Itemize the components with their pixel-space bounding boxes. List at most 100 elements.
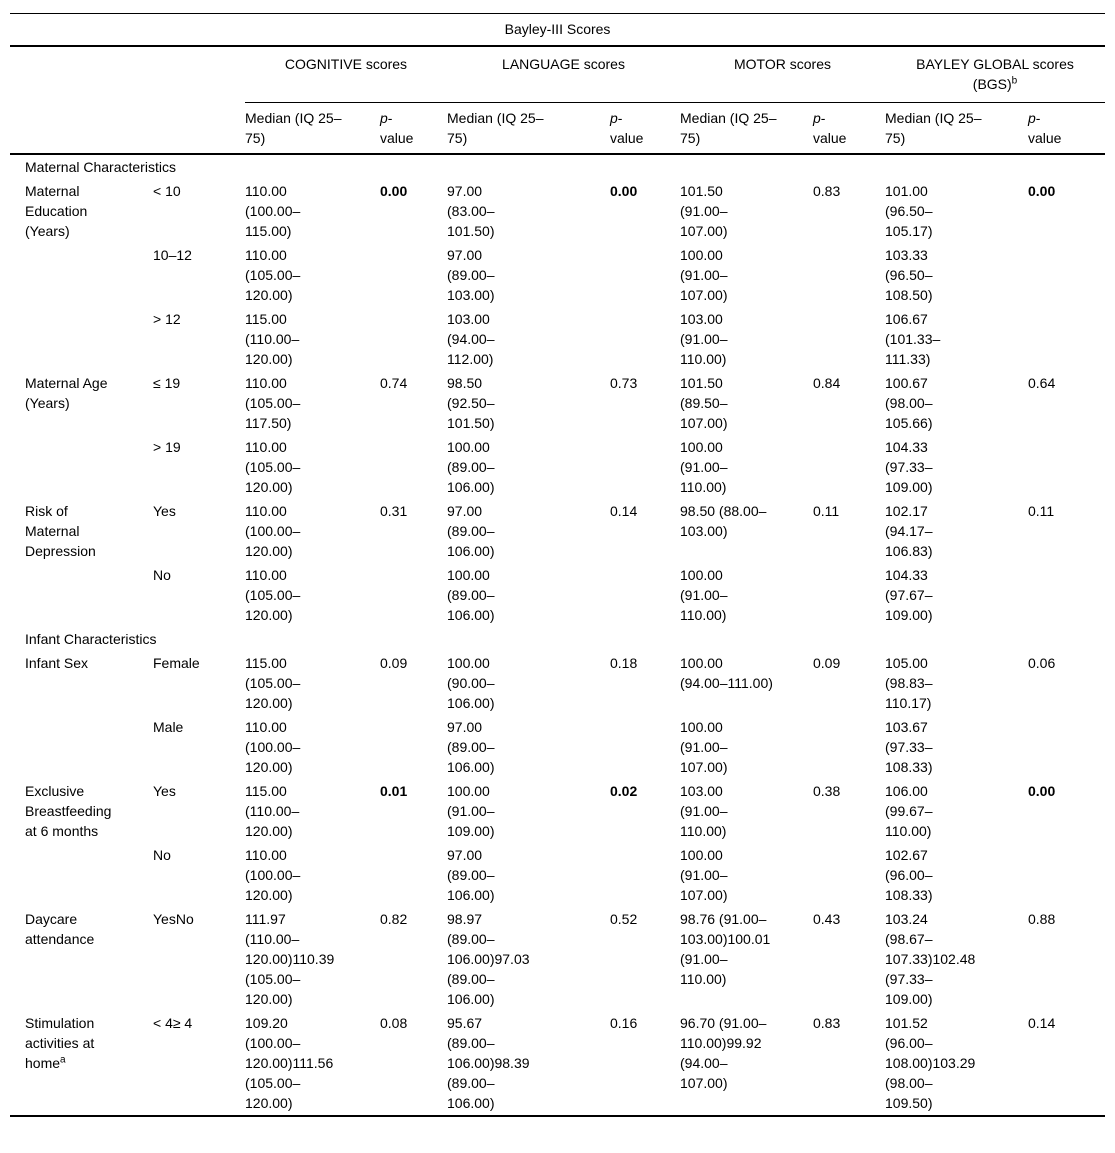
p-value: 0.18	[610, 655, 638, 671]
p-value: 0.38	[813, 783, 841, 799]
p-value: 0.82	[380, 911, 408, 927]
p-cell-bayley-global	[1028, 563, 1105, 627]
median-cell-motor: 100.00 (94.00–111.00)	[680, 651, 813, 715]
p-header-bayley-global: p-value	[1028, 102, 1106, 155]
median-value: 110.00 (100.00–120.00)	[245, 847, 301, 903]
p-cell-bayley-global: 0.88	[1028, 907, 1105, 1011]
p-cell-cognitive	[380, 243, 447, 307]
characteristic-text: Daycare attendance	[25, 911, 95, 947]
category-cell: 10–12	[153, 247, 192, 263]
p-cell-language	[610, 843, 680, 907]
median-cell-motor: 98.76 (91.00–103.00)100.01 (91.00–110.00…	[680, 907, 813, 1011]
group-header-language: LANGUAGE scores	[447, 46, 680, 103]
p-cell-bayley-global: 0.64	[1028, 371, 1105, 435]
group-header-row: COGNITIVE scores LANGUAGE scores MOTOR s…	[10, 46, 1106, 103]
table-row: No 110.00 (105.00–120.00) 100.00 (89.00–…	[10, 563, 1105, 627]
p-italic: p	[380, 110, 388, 126]
median-cell-language: 100.00 (90.00–106.00)	[447, 651, 610, 715]
p-cell-cognitive: 0.74	[380, 371, 447, 435]
median-cell-language: 100.00 (89.00–106.00)	[447, 435, 610, 499]
p-value: 0.88	[1028, 911, 1056, 927]
characteristic-cell: Daycare attendance	[10, 907, 153, 1011]
median-value: 102.17 (94.17–106.83)	[885, 503, 933, 559]
p-cell-motor	[813, 435, 885, 499]
p-cell-cognitive	[380, 435, 447, 499]
median-cell-motor: 101.50 (89.50–107.00)	[680, 371, 813, 435]
median-value: 97.00 (89.00–106.00)	[447, 847, 495, 903]
median-value: 100.00 (89.00–106.00)	[447, 567, 495, 623]
p-cell-language	[610, 243, 680, 307]
p-header-language: p-value	[610, 102, 680, 155]
characteristic-text: Maternal Education (Years)	[25, 183, 88, 239]
stub-spacer	[10, 102, 245, 155]
median-cell-language: 95.67 (89.00–106.00)98.39 (89.00–106.00)	[447, 1011, 610, 1116]
footnote-marker: a	[60, 1054, 66, 1066]
characteristic-cell: Stimulation activities at homea	[10, 1011, 153, 1116]
p-cell-motor: 0.83	[813, 1011, 885, 1116]
p-cell-language: 0.52	[610, 907, 680, 1011]
p-cell-language: 0.16	[610, 1011, 680, 1116]
median-cell-bayley-global: 104.33 (97.33–109.00)	[885, 435, 1028, 499]
category-cell: No	[153, 847, 171, 863]
group-label-text: BAYLEY GLOBAL scores (BGS)	[916, 56, 1074, 92]
p-cell-motor: 0.83	[813, 179, 885, 243]
median-value: 100.00 (91.00–107.00)	[680, 719, 728, 775]
p-cell-bayley-global: 0.00	[1028, 779, 1105, 843]
section-row: Infant Characteristics	[10, 627, 1105, 651]
p-cell-language	[610, 435, 680, 499]
p-value: 0.02	[610, 783, 638, 799]
characteristic-label: Daycare attendance	[25, 909, 125, 949]
p-cell-bayley-global	[1028, 715, 1105, 779]
characteristic-label: Exclusive Breastfeeding at 6 months	[25, 781, 125, 841]
median-value: 101.52 (96.00–108.00)103.29 (98.00–109.5…	[885, 1015, 976, 1111]
p-cell-language	[610, 563, 680, 627]
median-cell-cognitive: 115.00 (105.00–120.00)	[245, 651, 380, 715]
group-label: BAYLEY GLOBAL scores (BGS)b	[905, 54, 1085, 94]
median-value: 100.00 (91.00–107.00)	[680, 247, 728, 303]
p-value: 0.11	[813, 503, 840, 519]
median-value: 96.70 (91.00–110.00)99.92 (94.00–107.00)	[680, 1015, 767, 1091]
median-value: 98.50 (92.50–101.50)	[447, 375, 495, 431]
median-cell-language: 97.00 (89.00–106.00)	[447, 843, 610, 907]
p-cell-language: 0.18	[610, 651, 680, 715]
median-value: 100.67 (98.00–105.66)	[885, 375, 933, 431]
median-value: 101.50 (89.50–107.00)	[680, 375, 728, 431]
p-cell-bayley-global	[1028, 243, 1105, 307]
median-value: 100.00 (91.00–107.00)	[680, 847, 728, 903]
p-header-label: p-value	[380, 108, 420, 148]
table-row: > 12 115.00 (110.00–120.00) 103.00 (94.0…	[10, 307, 1105, 371]
median-cell-bayley-global: 106.00 (99.67–110.00)	[885, 779, 1028, 843]
p-cell-motor	[813, 563, 885, 627]
median-value: 106.00 (99.67–110.00)	[885, 783, 933, 839]
median-value: 110.00 (100.00–115.00)	[245, 183, 301, 239]
table-row: Infant Sex Female 115.00 (105.00–120.00)…	[10, 651, 1105, 715]
median-value: 103.67 (97.33–108.33)	[885, 719, 933, 775]
category-cell: Yes	[153, 503, 176, 519]
p-value: 0.43	[813, 911, 841, 927]
p-value: 0.00	[610, 183, 638, 199]
p-value: 0.83	[813, 1015, 841, 1031]
p-cell-motor	[813, 715, 885, 779]
characteristic-text: Risk of Maternal Depression	[25, 503, 96, 559]
p-tail: -value	[380, 110, 414, 146]
median-value: 97.00 (89.00–106.00)	[447, 503, 495, 559]
median-cell-language: 97.00 (89.00–106.00)	[447, 715, 610, 779]
median-value: 105.00 (98.83–110.17)	[885, 655, 933, 711]
characteristic-cell	[10, 843, 153, 907]
category-cell: < 10	[153, 183, 181, 199]
p-header-label: p-value	[1028, 108, 1068, 148]
median-value: 110.00 (105.00–117.50)	[245, 375, 301, 431]
p-cell-motor: 0.09	[813, 651, 885, 715]
median-value: 97.00 (83.00–101.50)	[447, 183, 495, 239]
section-label: Infant Characteristics	[25, 631, 157, 647]
median-cell-bayley-global: 101.00 (96.50–105.17)	[885, 179, 1028, 243]
median-value: 109.20 (100.00–120.00)111.56 (105.00–120…	[245, 1015, 334, 1111]
median-header-label: Median (IQ 25–75)	[680, 110, 777, 146]
p-header-motor: p-value	[813, 102, 885, 155]
p-italic: p	[1028, 110, 1036, 126]
median-cell-language: 97.00 (89.00–106.00)	[447, 499, 610, 563]
p-value: 0.09	[813, 655, 841, 671]
p-value: 0.00	[380, 183, 408, 199]
median-header-label: Median (IQ 25–75)	[885, 110, 982, 146]
median-cell-bayley-global: 105.00 (98.83–110.17)	[885, 651, 1028, 715]
